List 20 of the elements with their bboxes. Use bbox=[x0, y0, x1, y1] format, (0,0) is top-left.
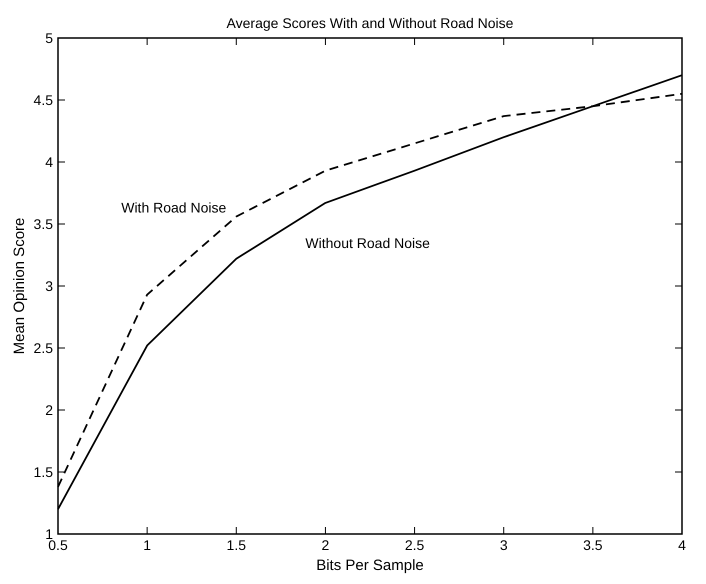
y-tick-label: 3.5 bbox=[34, 216, 54, 232]
series-label: Without Road Noise bbox=[305, 234, 430, 251]
series-label: With Road Noise bbox=[121, 200, 226, 216]
x-tick-label: 4 bbox=[678, 537, 686, 553]
y-axis-title: Mean Opinion Score bbox=[11, 218, 28, 354]
x-tick-label: 2 bbox=[322, 537, 330, 553]
x-tick-label: 3 bbox=[500, 537, 508, 553]
chart-title: Average Scores With and Without Road Noise bbox=[226, 15, 514, 31]
y-tick-label: 5 bbox=[45, 30, 54, 46]
y-tick-label: 2 bbox=[45, 402, 54, 418]
y-tick-label: 4 bbox=[45, 154, 54, 170]
x-axis-title: Bits Per Sample bbox=[316, 557, 424, 574]
x-tick-label: 1.5 bbox=[226, 537, 246, 553]
x-tick-label: 1 bbox=[143, 537, 152, 553]
y-tick-label: 4.5 bbox=[34, 92, 54, 108]
x-tick-label: 2.5 bbox=[404, 537, 425, 553]
x-tick-label: 3.5 bbox=[583, 537, 603, 553]
y-tick-label: 2.5 bbox=[34, 340, 54, 356]
y-tick-label: 1.5 bbox=[34, 464, 54, 480]
y-tick-label: 3 bbox=[45, 278, 54, 294]
